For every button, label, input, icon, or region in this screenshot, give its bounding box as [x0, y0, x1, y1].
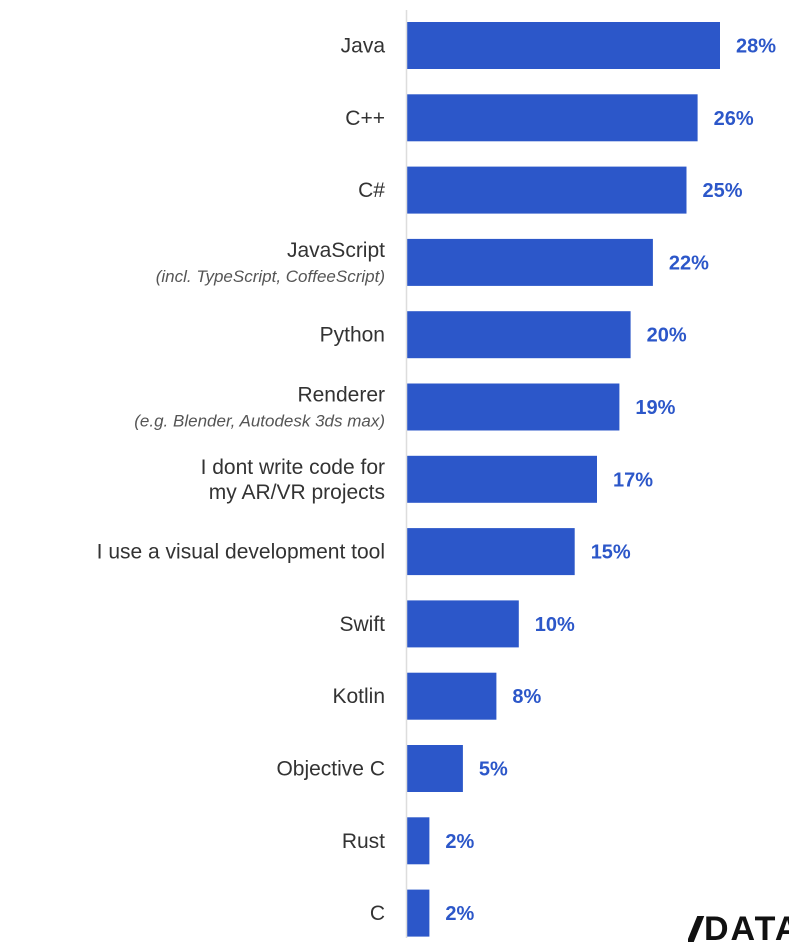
category-label: Rust	[342, 830, 385, 853]
brand-logo: DATA	[688, 906, 789, 946]
bar	[407, 745, 463, 792]
logo-text: DATA	[704, 910, 789, 946]
category-note: (incl. TypeScript, CoffeeScript)	[156, 267, 385, 286]
value-label: 20%	[647, 325, 687, 347]
category-label: Kotlin	[332, 685, 385, 708]
value-label: 8%	[512, 686, 541, 708]
value-label: 26%	[714, 108, 754, 130]
logo-slash-icon	[688, 916, 705, 942]
bar	[407, 383, 620, 431]
category-label: JavaScript	[287, 239, 385, 262]
category-label: C++	[345, 107, 385, 130]
bar	[407, 455, 597, 503]
value-label: 15%	[591, 542, 631, 564]
value-label: 17%	[613, 469, 653, 491]
category-label: my AR/VR projects	[209, 481, 385, 504]
value-label: 2%	[445, 903, 474, 925]
category-labels-group: Java C++ C# JavaScript (incl. TypeScript, Co…	[97, 35, 386, 926]
bar	[407, 166, 687, 214]
bars-group	[407, 22, 720, 937]
value-labels-group: 28% 26% 25% 22% 20% 19% 17% 15% 10% 8% 5% 2% 2%	[445, 36, 776, 926]
bar	[407, 238, 653, 286]
value-label: 2%	[445, 831, 474, 853]
bar	[407, 22, 720, 69]
bar	[407, 600, 519, 648]
value-label: 28%	[736, 36, 776, 58]
category-label: Java	[341, 35, 386, 58]
category-label: Swift	[339, 613, 385, 636]
category-label: I dont write code for	[201, 456, 385, 479]
category-label: I use a visual development tool	[97, 541, 385, 564]
category-note: (e.g. Blender, Autodesk 3ds max)	[134, 412, 385, 431]
category-label: Renderer	[297, 384, 385, 407]
bar	[407, 672, 497, 720]
category-label: C#	[358, 179, 385, 202]
bar	[407, 311, 631, 359]
value-label: 5%	[479, 759, 508, 781]
value-label: 19%	[635, 397, 675, 419]
value-label: 22%	[669, 252, 709, 274]
bar	[407, 94, 698, 142]
category-label: Objective C	[276, 758, 385, 781]
bar	[407, 528, 575, 576]
bar	[407, 889, 430, 937]
bar	[407, 817, 430, 865]
value-label: 10%	[535, 614, 575, 636]
category-label: Python	[320, 324, 385, 347]
value-label: 25%	[703, 180, 743, 202]
category-label: C	[370, 902, 385, 925]
